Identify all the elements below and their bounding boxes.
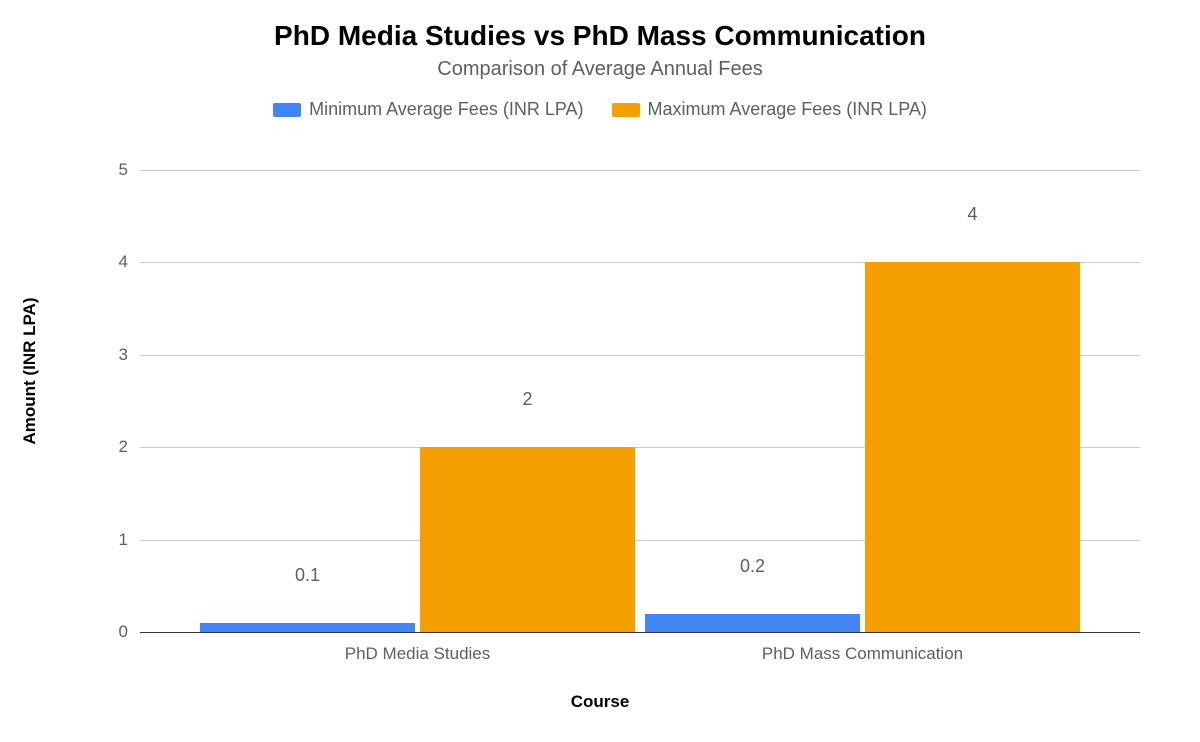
category-label: PhD Media Studies [345,632,491,664]
chart-title: PhD Media Studies vs PhD Mass Communicat… [40,20,1160,52]
bar [200,623,415,632]
legend-item: Maximum Average Fees (INR LPA) [612,99,927,120]
bar-value-label: 4 [967,204,977,233]
gridline [140,170,1140,171]
chart-container: PhD Media Studies vs PhD Mass Communicat… [0,0,1200,742]
y-tick-label: 5 [119,160,140,180]
bar-value-label: 0.1 [295,565,320,594]
y-tick-label: 4 [119,252,140,272]
plot-area: 012345PhD Media Studies0.12PhD Mass Comm… [140,170,1140,632]
bar [645,614,860,632]
category-label: PhD Mass Communication [762,632,963,664]
bar [420,447,635,632]
x-axis-title: Course [571,692,630,712]
legend-swatch [612,103,640,117]
legend-label: Minimum Average Fees (INR LPA) [309,99,583,120]
y-tick-label: 3 [119,345,140,365]
chart-subtitle: Comparison of Average Annual Fees [40,58,1160,81]
y-tick-label: 2 [119,437,140,457]
chart-legend: Minimum Average Fees (INR LPA) Maximum Av… [40,99,1160,120]
bar-value-label: 0.2 [740,556,765,585]
y-axis-title: Amount (INR LPA) [20,298,40,445]
legend-item: Minimum Average Fees (INR LPA) [273,99,583,120]
legend-label: Maximum Average Fees (INR LPA) [648,99,927,120]
x-axis-line [140,632,1140,633]
legend-swatch [273,103,301,117]
y-tick-label: 0 [119,622,140,642]
y-tick-label: 1 [119,530,140,550]
bar [865,262,1080,632]
bar-value-label: 2 [522,389,532,418]
